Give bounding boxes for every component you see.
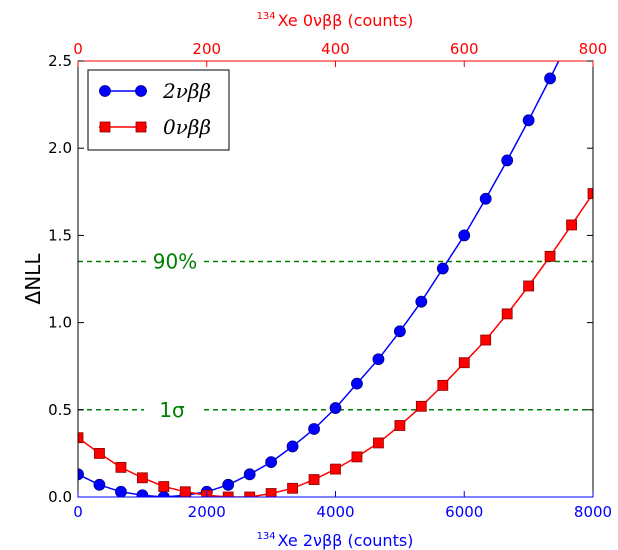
data-point	[544, 72, 556, 85]
data-point	[587, 188, 593, 199]
x-bottom-axis-title-main: Xe 2νββ (counts)	[278, 531, 414, 550]
x-bottom-tick-label: 0	[73, 503, 83, 521]
data-point	[93, 478, 106, 491]
data-point	[158, 481, 170, 492]
data-point	[458, 229, 471, 242]
data-point	[501, 308, 513, 320]
x-top-axis-title: 134 Xe 0νββ (counts)	[257, 11, 414, 30]
x-bottom-tick-label: 6000	[445, 503, 483, 521]
data-point	[351, 377, 363, 390]
legend-marker-0vbb	[135, 121, 147, 133]
data-point	[222, 478, 235, 491]
data-point	[287, 482, 298, 494]
data-point	[308, 474, 320, 485]
data-point	[372, 353, 385, 366]
y-tick-label: 0.0	[48, 488, 72, 506]
y-tick-label: 2.5	[48, 52, 72, 70]
y-tick-label: 1.5	[48, 226, 72, 244]
data-point	[286, 440, 299, 453]
legend-box	[87, 69, 230, 151]
data-point	[265, 456, 278, 469]
data-point	[523, 280, 535, 292]
x-top-tick-label: 600	[450, 40, 479, 58]
data-series	[78, 29, 593, 497]
data-point	[415, 295, 428, 308]
x-bottom-tick-label: 2000	[188, 503, 226, 521]
data-point	[522, 114, 535, 127]
data-point	[501, 154, 514, 167]
x-top-tick-label: 400	[321, 40, 350, 58]
data-point	[136, 472, 148, 484]
data-point	[330, 463, 341, 475]
data-point	[179, 486, 191, 497]
data-point	[78, 468, 84, 481]
data-point	[115, 461, 127, 473]
reference-label-background	[147, 248, 203, 275]
y-axis-title: ΔNLL	[21, 253, 45, 305]
data-point	[94, 447, 105, 459]
data-point	[566, 219, 577, 231]
y-tick-label: 2.0	[48, 139, 72, 157]
legend-label-0vbb: 0νββ	[163, 115, 211, 139]
data-point	[373, 437, 384, 449]
data-point	[458, 357, 470, 369]
x-top-tick-label: 0	[73, 40, 83, 58]
x-bottom-tick-label: 8000	[574, 503, 612, 521]
data-point	[78, 432, 84, 444]
data-point	[480, 334, 492, 346]
series-line	[78, 193, 593, 497]
x-bottom-tick-label: 4000	[316, 503, 354, 521]
data-point	[265, 488, 277, 497]
data-point	[479, 192, 492, 205]
y-tick-label: 0.5	[48, 401, 72, 419]
data-point	[308, 423, 320, 435]
data-point	[394, 420, 406, 431]
x-top-tick-label: 800	[579, 40, 608, 58]
data-point	[415, 400, 427, 412]
data-point	[115, 485, 127, 497]
legend-marker-0vbb	[99, 121, 111, 133]
data-point	[136, 489, 149, 497]
data-point	[566, 29, 577, 40]
data-point	[244, 491, 256, 497]
y-tick-label: 1.0	[48, 314, 72, 332]
data-point	[437, 379, 449, 391]
data-point	[222, 491, 234, 497]
data-point	[243, 468, 256, 481]
data-point	[351, 451, 363, 463]
data-point	[436, 262, 449, 275]
legend-marker-2vbb	[99, 85, 111, 97]
reference-label-background	[144, 396, 200, 423]
data-point	[393, 325, 406, 338]
legend-marker-2vbb	[135, 85, 147, 97]
x-top-axis-title-sup: 134	[257, 11, 276, 22]
legend-label-2vbb: 2νββ	[162, 79, 211, 103]
reference-label: 1σ	[159, 398, 185, 422]
x-top-axis-title-main: Xe 0νββ (counts)	[278, 11, 414, 30]
data-point	[544, 250, 556, 262]
reference-lines: 90% 1σ	[78, 248, 593, 423]
reference-label: 90%	[153, 250, 197, 274]
x-bottom-axis-title: 134 Xe 2νββ (counts)	[257, 531, 414, 550]
x-bottom-axis-title-sup: 134	[257, 531, 276, 542]
legend: 2νββ 0νββ	[87, 69, 230, 151]
x-top-tick-label: 200	[192, 40, 221, 58]
data-point	[329, 402, 342, 414]
